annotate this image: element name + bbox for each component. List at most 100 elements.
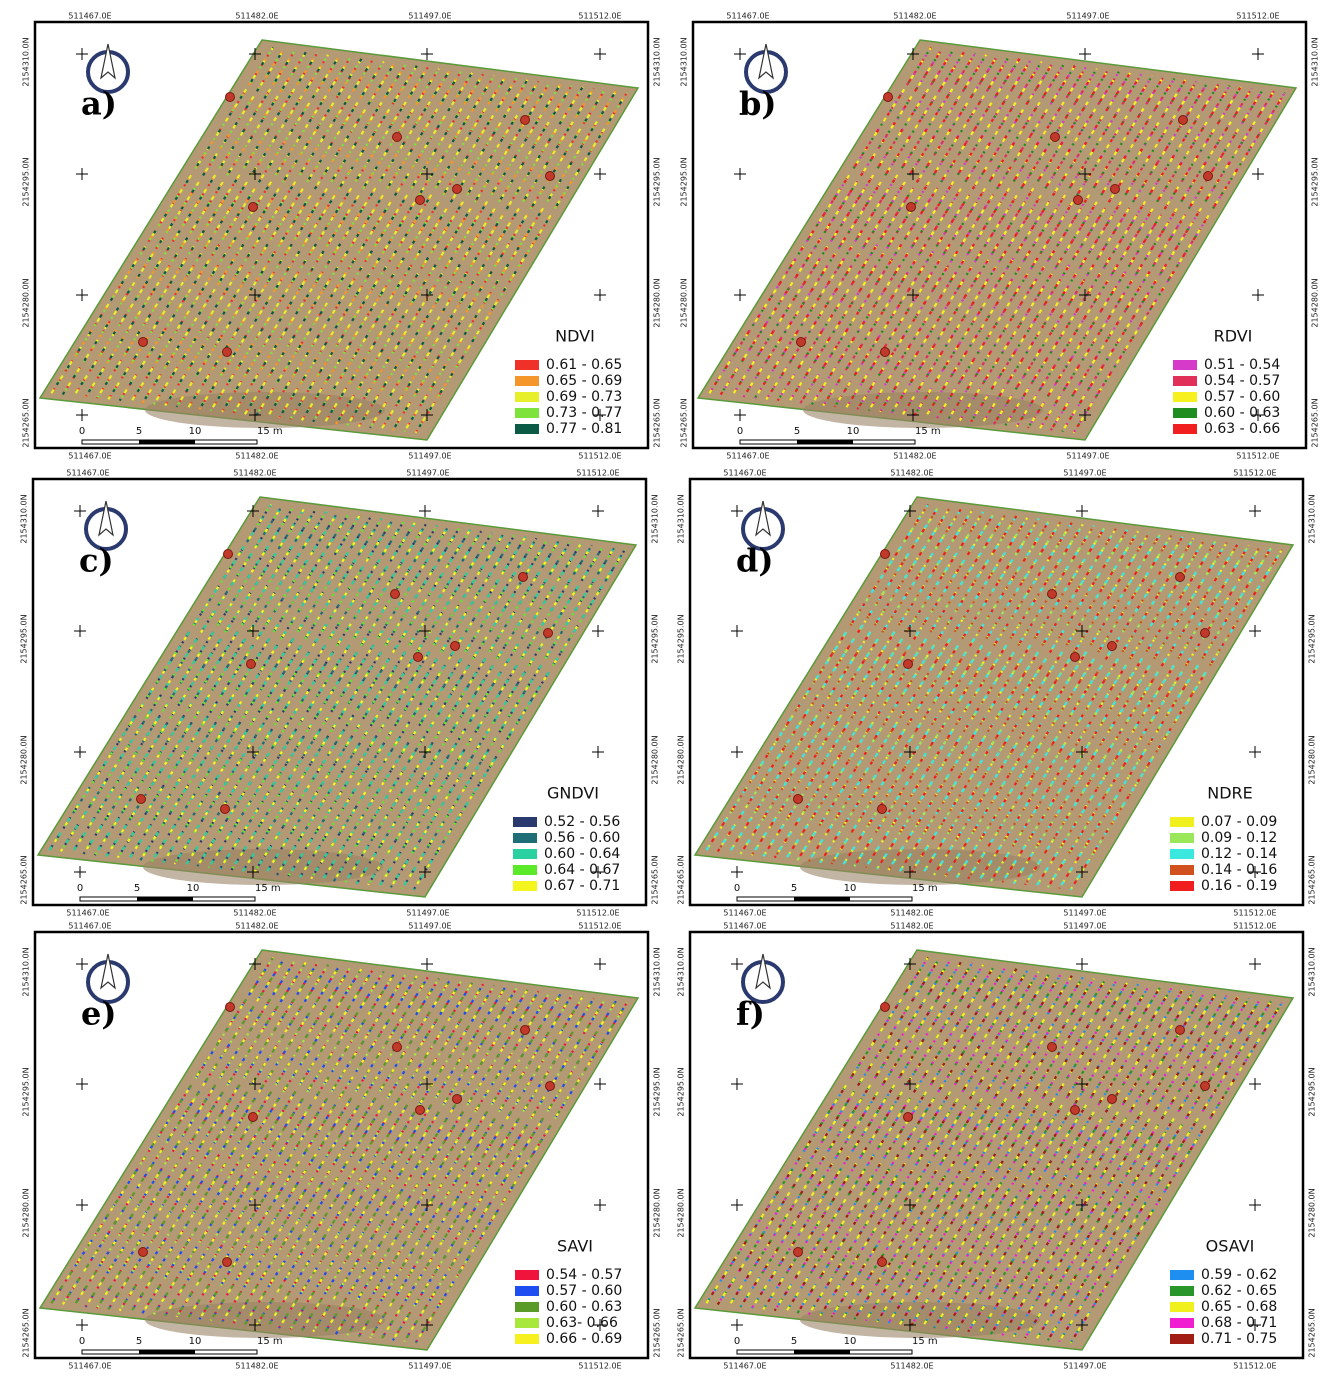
- northing-label: 2154295.0N: [677, 614, 686, 663]
- legend-swatch: [515, 1302, 539, 1312]
- northing-label: 2154265.0N: [1311, 398, 1320, 447]
- easting-label: 511512.0E: [1233, 1362, 1276, 1371]
- gcp-marker: [391, 590, 400, 599]
- northing-label: 2154265.0N: [651, 855, 660, 904]
- northing-label: 2154310.0N: [651, 494, 660, 543]
- scale-label: 10: [847, 426, 860, 437]
- easting-label: 511497.0E: [1063, 469, 1106, 478]
- gcp-marker: [416, 1106, 425, 1115]
- easting-label: 511482.0E: [235, 922, 278, 931]
- gcp-marker: [546, 172, 555, 181]
- scale-bar: [139, 440, 195, 444]
- legend-label: 0.60 - 0.63: [1204, 405, 1280, 421]
- legend-label: 0.63 - 0.66: [1204, 421, 1280, 437]
- northing-label: 2154265.0N: [22, 1308, 31, 1357]
- gcp-marker: [249, 203, 258, 212]
- easting-label: 511512.0E: [1236, 452, 1279, 461]
- easting-label: 511467.0E: [726, 452, 769, 461]
- scale-label: 5: [791, 1336, 797, 1347]
- northing-label: 2154295.0N: [20, 614, 29, 663]
- legend-label: 0.52 - 0.56: [544, 814, 620, 830]
- legend-swatch: [515, 1318, 539, 1328]
- gcp-marker: [797, 338, 806, 347]
- northing-label: 2154265.0N: [20, 855, 29, 904]
- scale-label: 10: [187, 883, 200, 894]
- legend-label: 0.62 - 0.65: [1201, 1283, 1277, 1299]
- gcp-marker: [1074, 196, 1083, 205]
- legend-label: 0.60 - 0.63: [546, 1299, 622, 1315]
- easting-label: 511467.0E: [66, 909, 109, 918]
- legend-label: 0.64 - 0.67: [544, 862, 620, 878]
- northing-label: 2154265.0N: [653, 1308, 662, 1357]
- gcp-marker: [224, 550, 233, 559]
- easting-label: 511482.0E: [893, 12, 936, 21]
- gcp-marker: [794, 1248, 803, 1257]
- northing-label: 2154310.0N: [653, 37, 662, 86]
- legend-swatch: [1170, 1286, 1194, 1296]
- easting-label: 511467.0E: [68, 922, 111, 931]
- gcp-marker: [1204, 172, 1213, 181]
- northing-label: 2154280.0N: [22, 1188, 31, 1237]
- legend-label: 0.16 - 0.19: [1201, 878, 1277, 894]
- legend-title: NDVI: [555, 327, 595, 346]
- legend-swatch: [513, 833, 537, 843]
- easting-label: 511482.0E: [235, 1362, 278, 1371]
- northing-label: 2154310.0N: [1311, 37, 1320, 86]
- legend-swatch: [513, 881, 537, 891]
- legend-label: 0.59 - 0.62: [1201, 1267, 1277, 1283]
- panel-label: a): [81, 85, 117, 123]
- gcp-marker: [393, 133, 402, 142]
- legend-label: 0.07 - 0.09: [1201, 814, 1277, 830]
- northing-label: 2154280.0N: [677, 735, 686, 784]
- gcp-marker: [904, 1113, 913, 1122]
- scale-label: 10: [844, 883, 857, 894]
- gcp-marker: [453, 1095, 462, 1104]
- bare-soil: [145, 392, 385, 428]
- legend-title: SAVI: [557, 1237, 593, 1256]
- scale-label: 15 m: [912, 1336, 938, 1347]
- gcp-marker: [1179, 116, 1188, 125]
- northing-label: 2154295.0N: [653, 1067, 662, 1116]
- northing-label: 2154280.0N: [677, 1188, 686, 1237]
- legend-label: 0.73 - 0.77: [546, 405, 622, 421]
- gcp-marker: [881, 1003, 890, 1012]
- scale-label: 5: [136, 426, 142, 437]
- gcp-marker: [794, 795, 803, 804]
- easting-label: 511467.0E: [723, 922, 766, 931]
- northing-label: 2154280.0N: [1311, 278, 1320, 327]
- legend-label: 0.68 - 0.71: [1201, 1315, 1277, 1331]
- easting-label: 511497.0E: [1063, 1362, 1106, 1371]
- panel-label: c): [79, 542, 114, 580]
- figure: 511467.0E 511467.0E 511482.0E 511482.0E 5114…: [0, 0, 1332, 1376]
- scale-label: 15 m: [255, 883, 281, 894]
- gcp-marker: [226, 93, 235, 102]
- scale-label: 15 m: [257, 1336, 283, 1347]
- gcp-marker: [249, 1113, 258, 1122]
- map-panel: 511467.0E511467.0E511482.0E511482.0E5114…: [677, 469, 1317, 918]
- northing-label: 2154310.0N: [1308, 494, 1317, 543]
- legend-label: 0.71 - 0.75: [1201, 1331, 1277, 1347]
- easting-label: 511497.0E: [1066, 452, 1109, 461]
- easting-label: 511512.0E: [1233, 469, 1276, 478]
- legend-label: 0.14 - 0.16: [1201, 862, 1277, 878]
- northing-label: 2154265.0N: [653, 398, 662, 447]
- gcp-marker: [1071, 653, 1080, 662]
- northing-label: 2154280.0N: [22, 278, 31, 327]
- northing-label: 2154295.0N: [1308, 614, 1317, 663]
- northing-label: 2154310.0N: [22, 37, 31, 86]
- bare-soil: [803, 392, 1043, 428]
- panel-label: f): [736, 995, 765, 1033]
- easting-label: 511467.0E: [68, 12, 111, 21]
- northing-label: 2154280.0N: [20, 735, 29, 784]
- easting-label: 511467.0E: [66, 469, 109, 478]
- gcp-marker: [1071, 1106, 1080, 1115]
- bare-soil: [145, 1302, 385, 1338]
- northing-label: 2154280.0N: [1308, 735, 1317, 784]
- gcp-marker: [907, 203, 916, 212]
- easting-label: 511497.0E: [406, 909, 449, 918]
- legend-label: 0.54 - 0.57: [1204, 373, 1280, 389]
- legend-swatch: [1170, 833, 1194, 843]
- gcp-marker: [139, 1248, 148, 1257]
- legend-swatch: [1170, 1302, 1194, 1312]
- legend-swatch: [515, 376, 539, 386]
